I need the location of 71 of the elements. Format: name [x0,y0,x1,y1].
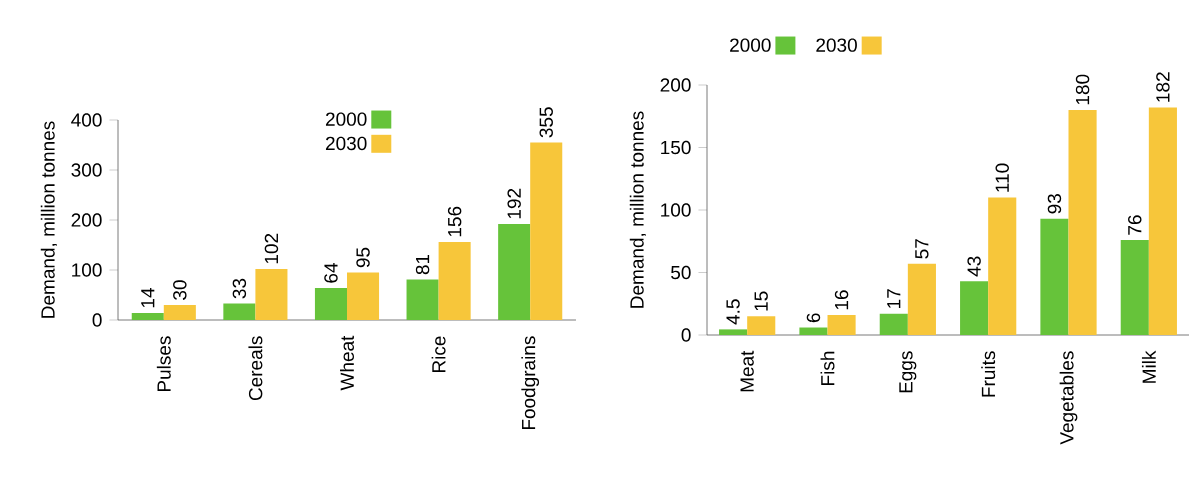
x-tick-label: Wheat [340,335,354,391]
y-tick-label: 200 [660,78,691,92]
data-label: 64 [324,263,338,283]
bar [1148,107,1177,336]
y-tick-label: 400 [71,113,102,127]
bar [406,279,439,321]
data-label: 16 [834,290,849,310]
bar [988,197,1017,336]
legend-label: 2000 [325,112,367,126]
data-label: 81 [415,254,430,275]
data-label: 6 [806,313,821,323]
y-tick-label: 0 [681,328,691,342]
bar [907,263,936,336]
data-label: 93 [1047,194,1062,214]
data-label: 95 [356,247,370,268]
bar [530,142,563,321]
data-label: 102 [264,233,279,264]
data-label: 57 [915,239,929,259]
legend-label: 2000 [730,38,771,52]
x-tick-label: Cereals [248,336,263,401]
bar [255,269,288,321]
data-label: 110 [995,163,1009,192]
data-label: 15 [754,291,768,311]
y-tick-label: 100 [72,263,102,277]
bar [163,305,196,321]
data-label: 76 [1128,215,1142,235]
x-tick-label: Vegetables [1059,351,1078,445]
data-label: 14 [141,288,155,308]
data-label: 43 [967,256,981,277]
y-tick-label: 300 [71,163,102,177]
data-label: 182 [1156,72,1170,102]
bar [1120,240,1149,336]
bar [879,313,908,336]
bar [131,313,164,321]
y-axis-title: Demand, million tonnes [40,121,57,318]
legend-label: 2030 [816,38,857,52]
bar [223,303,256,321]
data-label: 156 [447,206,462,237]
x-tick-label: Fish [820,351,835,385]
y-tick-label: 150 [661,140,691,155]
y-axis-title: Demand, million tonnes [629,111,646,308]
bar [1068,110,1097,336]
x-tick-label: Eggs [899,351,917,393]
data-label: 4.5 [726,299,740,325]
bar [960,281,989,336]
bar [438,242,471,321]
x-tick-label: Pulses [156,336,171,392]
x-tick-label: Milk [1141,350,1156,383]
legend-label: 2030 [325,136,367,151]
bar [799,327,828,336]
data-label: 180 [1075,74,1090,105]
x-tick-label: Foodgrains [521,336,540,430]
bar [314,288,347,321]
data-label: 355 [539,107,553,138]
bar [747,316,776,336]
data-label: 30 [173,280,187,300]
data-label: 192 [507,188,521,219]
data-label: 33 [232,278,247,299]
y-tick-label: 200 [71,213,102,227]
bar [1040,218,1069,336]
y-tick-label: 0 [92,313,102,327]
bar [719,329,748,336]
bar [498,224,531,321]
y-tick-label: 50 [671,265,691,280]
y-tick-label: 100 [661,203,691,217]
x-tick-label: Fruits [981,351,996,397]
x-tick-label: Rice [431,336,446,373]
data-label: 17 [887,289,901,308]
x-tick-label: Meat [740,350,754,392]
bar [827,315,856,336]
bar [347,272,380,321]
